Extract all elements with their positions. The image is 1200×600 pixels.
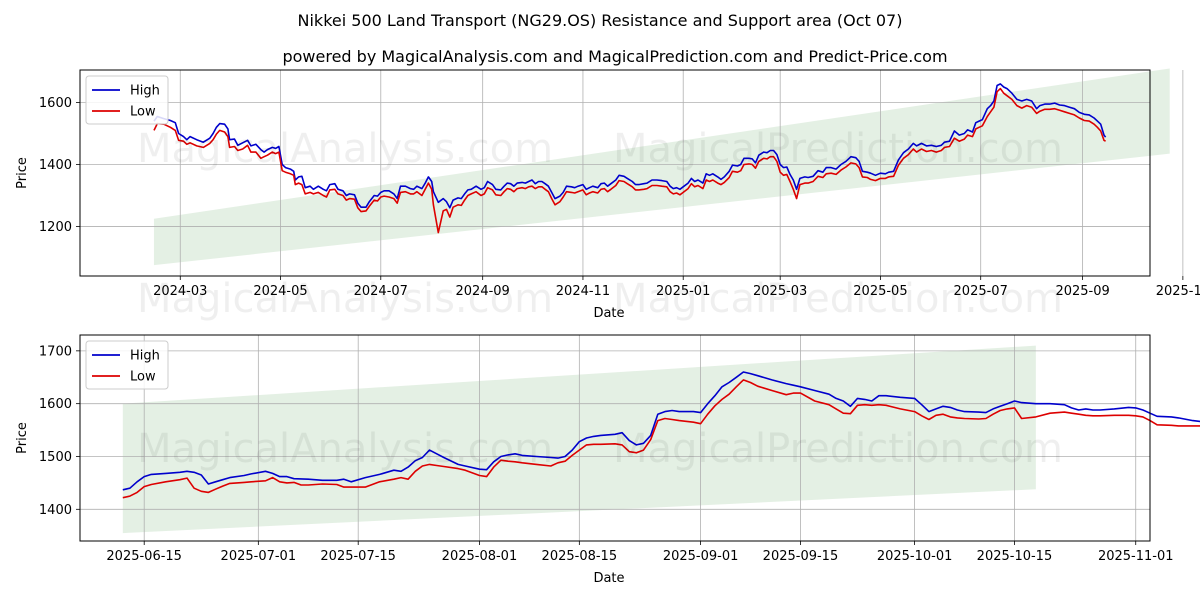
x-tick-label: 2025-11 xyxy=(1156,284,1200,299)
y-axis-label: Price xyxy=(15,157,30,189)
y-axis-label: Price xyxy=(15,422,30,454)
watermark-left-middle: MagicalAnalysis.com xyxy=(137,276,553,322)
bottom-chart-panel: 2025-06-15 2025-07-01 2025-07-15 2025-08-01… xyxy=(15,334,1200,586)
support-resistance-band xyxy=(153,68,1170,266)
legend-box xyxy=(85,75,169,125)
chart-subtitle: powered by MagicalAnalysis.com and Magic… xyxy=(282,47,947,66)
x-tick-label: 2024-11 xyxy=(556,284,610,299)
x-tick-label: 2025-09 xyxy=(1055,284,1109,299)
x-tick-label: 2025-01 xyxy=(656,284,710,299)
y-tick-label: 1600 xyxy=(39,96,72,111)
series-line-high xyxy=(153,83,1107,209)
x-tick-label: 2025-08-01 xyxy=(442,549,518,564)
chart-title: Nikkei 500 Land Transport (NG29.OS) Resi… xyxy=(298,11,903,30)
x-tick-label: 2025-07-01 xyxy=(221,549,297,564)
x-tick-label: 2024-03 xyxy=(153,284,207,299)
x-tick-label: 2025-07-15 xyxy=(320,549,396,564)
legend-label-low: Low xyxy=(130,105,156,120)
x-tick-label: 2024-09 xyxy=(456,284,510,299)
x-tick-label: 2025-07 xyxy=(954,284,1008,299)
series-line-high xyxy=(122,371,1200,491)
y-tick-label: 1500 xyxy=(39,450,72,465)
y-tick-label: 1400 xyxy=(39,503,72,518)
legend-box xyxy=(85,340,169,390)
x-tick-label: 2025-03 xyxy=(753,284,807,299)
watermark-right-top: MagicalPrediction.com xyxy=(613,126,1063,172)
x-tick-label: 2025-11-01 xyxy=(1098,549,1174,564)
watermark-right-bottom: MagicalPrediction.com xyxy=(613,426,1063,472)
x-tick-label: 2025-10-01 xyxy=(877,549,953,564)
series-line-low xyxy=(153,87,1106,234)
top-chart-panel: 2024-03 2024-05 2024-07 2024-09 2024-11 2025-… xyxy=(15,68,1200,321)
plot-frame xyxy=(79,69,1151,277)
watermark-left-top: MagicalAnalysis.com xyxy=(137,126,553,172)
x-tick-label: 2025-09-01 xyxy=(663,549,739,564)
x-tick-label: 2024-07 xyxy=(354,284,408,299)
y-tick-label: 1200 xyxy=(39,220,72,235)
watermark-left-bottom: MagicalAnalysis.com xyxy=(137,426,553,472)
x-tick-label: 2025-08-15 xyxy=(542,549,618,564)
y-tick-label: 1400 xyxy=(39,158,72,173)
legend-label-low: Low xyxy=(130,370,156,385)
watermark: MagicalAnalysis.com MagicalPrediction.co… xyxy=(137,126,1063,472)
x-axis-label: Date xyxy=(593,571,624,586)
legend-label-high: High xyxy=(130,84,160,99)
watermark-right-middle: MagicalPrediction.com xyxy=(613,276,1063,322)
legend-label-high: High xyxy=(130,349,160,364)
y-tick-label: 1700 xyxy=(39,344,72,359)
x-tick-label: 2025-06-15 xyxy=(106,549,182,564)
x-tick-label: 2025-09-15 xyxy=(763,549,839,564)
plot-frame xyxy=(79,334,1151,542)
y-tick-label: 1600 xyxy=(39,397,72,412)
x-tick-label: 2025-05 xyxy=(853,284,907,299)
series-line-low xyxy=(122,379,1200,499)
x-axis-label: Date xyxy=(593,306,624,321)
x-tick-label: 2025-10-15 xyxy=(977,549,1053,564)
x-tick-label: 2024-05 xyxy=(253,284,307,299)
